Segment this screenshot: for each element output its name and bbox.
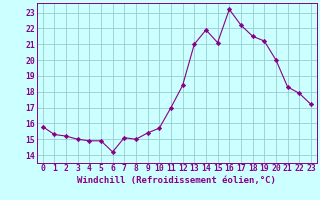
- X-axis label: Windchill (Refroidissement éolien,°C): Windchill (Refroidissement éolien,°C): [77, 176, 276, 185]
